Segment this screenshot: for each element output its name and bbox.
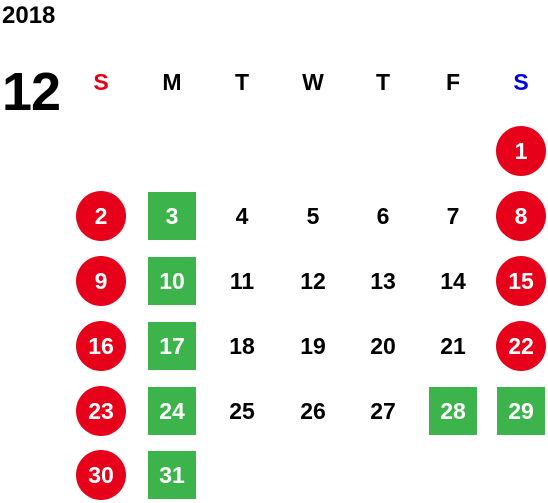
day-cell-17[interactable]: 17 <box>148 322 196 370</box>
day-cell-23[interactable]: 23 <box>76 386 126 436</box>
day-cell-31[interactable]: 31 <box>148 451 196 499</box>
day-cell-13[interactable]: 13 <box>370 267 396 294</box>
day-cell-4[interactable]: 4 <box>235 202 249 229</box>
day-cell-28[interactable]: 28 <box>429 387 477 435</box>
day-cell-25[interactable]: 25 <box>229 397 255 424</box>
weekday-header-3: W <box>302 69 324 95</box>
day-cell-26[interactable]: 26 <box>300 397 326 424</box>
weekday-header-1: M <box>162 69 182 95</box>
day-cell-8[interactable]: 8 <box>496 191 546 241</box>
day-cell-20[interactable]: 20 <box>370 332 396 359</box>
day-cell-1[interactable]: 1 <box>496 126 546 176</box>
day-cell-6[interactable]: 6 <box>376 202 390 229</box>
day-cell-5[interactable]: 5 <box>306 202 320 229</box>
day-cell-11[interactable]: 11 <box>229 267 255 294</box>
day-cell-19[interactable]: 19 <box>300 332 326 359</box>
year-label: 2018 <box>2 2 56 29</box>
weekday-header-5: F <box>445 69 461 95</box>
month-label: 12 <box>2 62 61 122</box>
weekday-header-0: S <box>93 69 109 95</box>
weekday-header-6: S <box>513 69 529 95</box>
day-cell-10[interactable]: 10 <box>148 257 196 305</box>
day-cell-22[interactable]: 22 <box>496 321 546 371</box>
weekday-header-4: T <box>375 69 391 95</box>
day-cell-24[interactable]: 24 <box>148 387 196 435</box>
day-cell-3[interactable]: 3 <box>148 192 196 240</box>
day-cell-18[interactable]: 18 <box>229 332 255 359</box>
day-cell-29[interactable]: 29 <box>497 387 545 435</box>
day-cell-16[interactable]: 16 <box>76 321 126 371</box>
day-cell-12[interactable]: 12 <box>300 267 326 294</box>
day-cell-27[interactable]: 27 <box>370 397 396 424</box>
day-cell-15[interactable]: 15 <box>496 256 546 306</box>
day-cell-30[interactable]: 30 <box>76 450 126 500</box>
day-cell-9[interactable]: 9 <box>76 256 126 306</box>
day-cell-2[interactable]: 2 <box>76 191 126 241</box>
weekday-header-2: T <box>234 69 250 95</box>
day-cell-14[interactable]: 14 <box>440 267 466 294</box>
day-cell-21[interactable]: 21 <box>440 332 466 359</box>
day-cell-7[interactable]: 7 <box>446 202 460 229</box>
